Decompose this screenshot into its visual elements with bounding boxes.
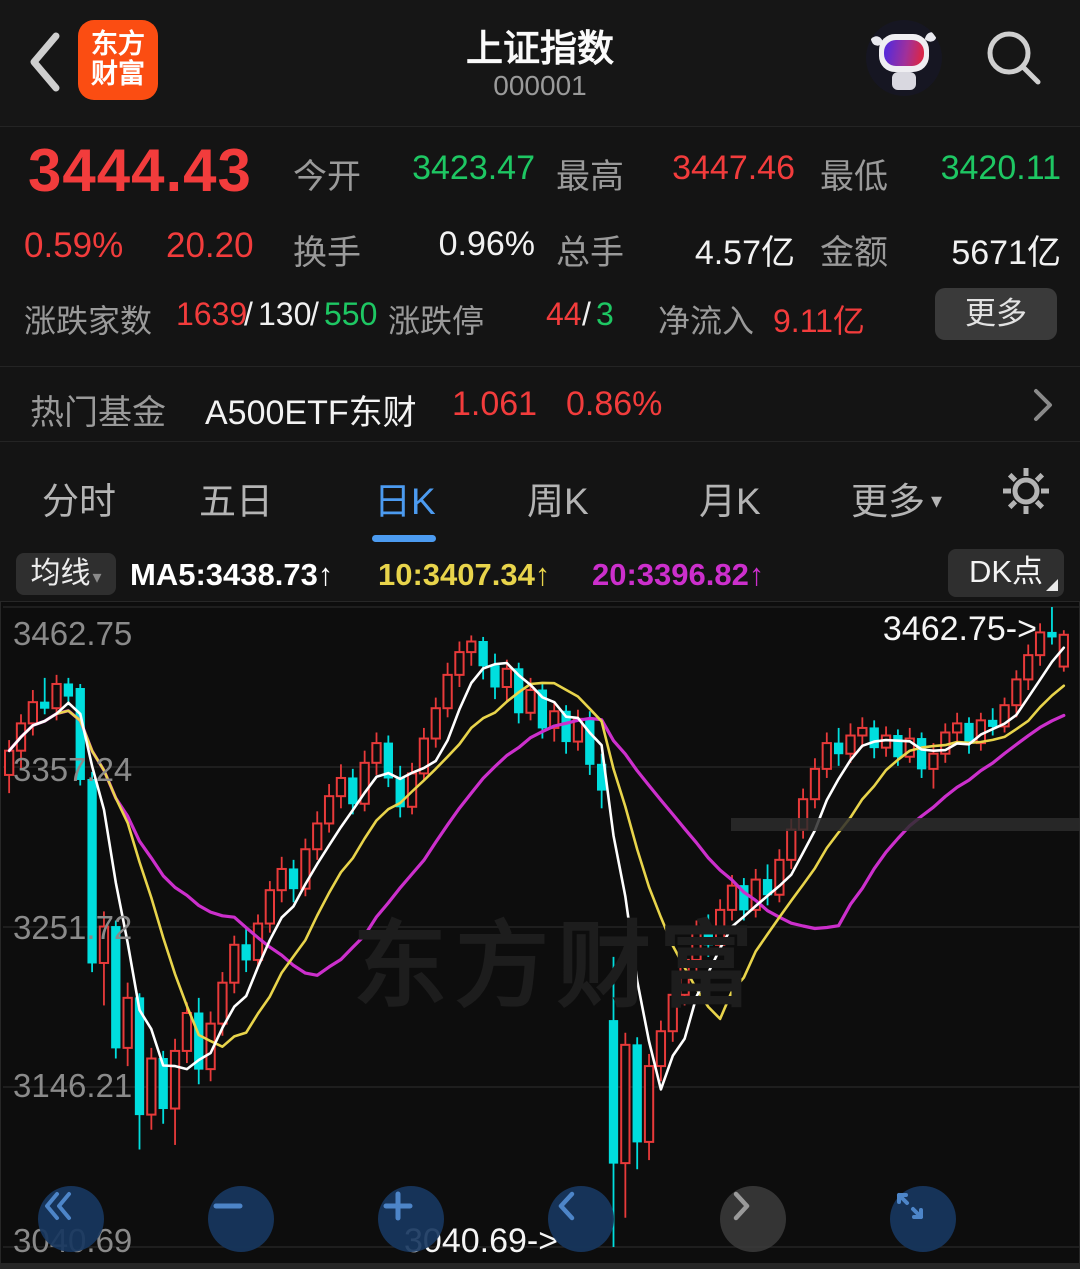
chevron-right-icon (1034, 389, 1052, 421)
pan-right-button[interactable] (720, 1186, 786, 1252)
fullscreen-button[interactable] (890, 1186, 956, 1252)
dk-point-button[interactable]: DK点 (948, 549, 1064, 597)
inflow-label: 净流入 (658, 303, 755, 339)
y-axis-label: 3251.72 (13, 909, 133, 946)
y-axis-label: 3357.24 (13, 751, 133, 788)
stat-value: 3423.47 (412, 149, 535, 187)
advdec-label: 涨跌家数 (24, 303, 153, 339)
limit-sep: / (582, 296, 591, 332)
limit-label: 涨跌停 (388, 303, 485, 339)
watermark: 东方财富 (353, 913, 762, 1018)
ma-legend-row: 均线 ▾ MA5:3438.73↑ 10:3407.34↑ 20:3396.82↑… (0, 549, 1080, 601)
candlestick-svg (3, 606, 1079, 1248)
advancers: 1639 (176, 296, 248, 332)
stat-value: 5671亿 (951, 234, 1061, 272)
unchanged: 130 (258, 296, 312, 332)
back-button[interactable] (22, 30, 70, 94)
stat-value: 4.57亿 (694, 234, 795, 272)
stat-label: 总手 (556, 234, 624, 272)
stat-label: 换手 (293, 234, 361, 272)
assistant-robot-icon[interactable] (866, 20, 942, 96)
current-price: 3444.43 (28, 137, 252, 204)
limit-down: 3 (596, 296, 614, 332)
caret-down-icon: ▾ (92, 567, 102, 587)
tab-weekly-k[interactable]: 周K (527, 481, 589, 522)
fund-nav: 1.061 (452, 385, 538, 423)
more-stats-button[interactable]: 更多 (935, 288, 1057, 340)
y-axis-label: 3462.75 (13, 615, 133, 652)
ma5-value: MA5:3438.73↑ (130, 557, 334, 592)
advdec-sep: / (244, 296, 253, 332)
settings-gear-icon[interactable] (1000, 465, 1052, 517)
tab-monthly-k[interactable]: 月K (699, 481, 761, 522)
stat-label: 最高 (556, 158, 624, 196)
advdec-sep: / (310, 296, 319, 332)
fund-pct: 0.86% (566, 385, 663, 423)
change-percent: 0.59% (24, 226, 124, 265)
stat-value: 3420.11 (940, 149, 1061, 187)
stat-label: 今开 (293, 158, 361, 196)
logo-line2: 财富 (91, 59, 145, 89)
eastmoney-logo: 东方 财富 (78, 20, 158, 100)
zoom-in-button[interactable] (378, 1186, 444, 1252)
bottom-divider (1, 1263, 1080, 1269)
tab-5day[interactable]: 五日 (199, 481, 273, 522)
change-value: 20.20 (166, 226, 254, 265)
ma-selector-button[interactable]: 均线 ▾ (16, 553, 116, 595)
candlestick-chart[interactable]: 东方财富 3462.75 3357.24 3251.72 3146.21 304… (0, 601, 1080, 1269)
limit-up: 44 (546, 296, 582, 332)
high-annotation: 3462.75-> (882, 610, 1037, 648)
search-icon[interactable] (982, 26, 1046, 90)
gap-band (731, 818, 1080, 831)
page-title: 上证指数 (466, 28, 614, 69)
tab-daily-k[interactable]: 日K (374, 481, 436, 522)
stock-code: 000001 (493, 70, 587, 101)
period-tab-bar: 分时 五日 日K 周K 月K 更多 ▾ (0, 443, 1080, 549)
ma20-value: 20:3396.82↑ (592, 557, 765, 592)
caret-down-icon: ▾ (931, 488, 943, 513)
stat-label: 金额 (820, 234, 888, 272)
logo-line1: 东方 (91, 29, 145, 60)
y-axis-label: 3146.21 (13, 1067, 133, 1104)
inflow-value: 9.11亿 (773, 303, 865, 339)
stat-label: 最低 (820, 158, 888, 196)
tab-more[interactable]: 更多 ▾ (851, 481, 943, 522)
fund-label: 热门基金 (30, 394, 166, 432)
hot-fund-row[interactable]: 热门基金 A500ETF东财 1.061 0.86% (0, 366, 1080, 442)
tab-minute[interactable]: 分时 (42, 481, 116, 522)
stat-value: 0.96% (438, 225, 535, 263)
corner-triangle-icon (1046, 579, 1058, 591)
pan-left-button[interactable] (548, 1186, 614, 1252)
zoom-out-button[interactable] (208, 1186, 274, 1252)
fund-name: A500ETF东财 (205, 394, 417, 432)
decliners: 550 (324, 296, 378, 332)
stat-value: 3447.46 (672, 149, 795, 187)
rewind-button[interactable] (38, 1186, 104, 1252)
ma10-value: 10:3407.34↑ (378, 557, 551, 592)
header: 东方 财富 上证指数 000001 (0, 0, 1080, 127)
active-tab-underline (372, 535, 436, 542)
